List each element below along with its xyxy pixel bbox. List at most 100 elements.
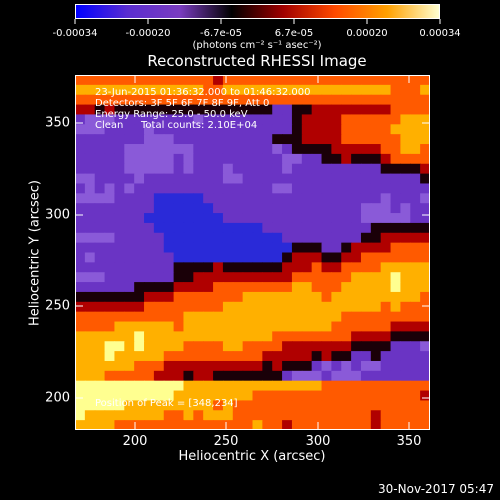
image-pixel xyxy=(193,114,204,125)
image-pixel xyxy=(262,94,273,106)
image-pixel xyxy=(380,321,392,332)
image-pixel xyxy=(104,252,116,263)
image-pixel xyxy=(272,410,283,421)
colorbar-unit-label: (photons cm⁻² s⁻¹ asec⁻²) xyxy=(192,40,322,51)
image-pixel xyxy=(134,114,145,125)
image-pixel xyxy=(134,183,145,194)
image-pixel xyxy=(222,282,234,293)
image-pixel xyxy=(341,351,352,362)
image-pixel xyxy=(321,213,332,224)
image-pixel xyxy=(410,242,421,254)
image-pixel xyxy=(360,410,372,421)
image-pixel xyxy=(144,173,155,185)
image-pixel xyxy=(213,183,224,194)
image-pixel xyxy=(321,222,332,234)
image-pixel xyxy=(301,193,313,204)
image-pixel xyxy=(390,262,402,273)
image-pixel xyxy=(153,222,165,234)
image-pixel xyxy=(301,252,313,263)
image-pixel xyxy=(114,390,125,402)
image-pixel xyxy=(331,104,342,116)
image-pixel xyxy=(134,104,145,116)
image-pixel xyxy=(282,420,293,430)
image-pixel xyxy=(94,153,106,165)
image-pixel xyxy=(321,173,332,185)
y-tick-label: 200 xyxy=(45,390,70,406)
image-pixel xyxy=(321,124,332,135)
image-pixel xyxy=(114,144,125,155)
image-pixel xyxy=(311,331,323,342)
image-pixel xyxy=(321,321,332,332)
image-pixel xyxy=(420,321,430,332)
image-pixel xyxy=(262,84,273,96)
image-pixel xyxy=(163,420,175,430)
image-pixel xyxy=(331,262,342,273)
image-pixel xyxy=(232,400,244,411)
image-pixel xyxy=(75,282,86,293)
image-pixel xyxy=(163,153,175,165)
image-pixel xyxy=(222,203,234,214)
image-pixel xyxy=(410,410,421,421)
image-pixel xyxy=(222,380,234,392)
image-pixel xyxy=(163,380,175,392)
image-pixel xyxy=(282,331,293,342)
image-pixel xyxy=(331,213,342,224)
image-pixel xyxy=(311,203,323,214)
image-pixel xyxy=(400,75,411,86)
image-pixel xyxy=(370,390,382,402)
annotation-energy-range: Energy Range: 25.0 - 50.0 keV xyxy=(95,109,248,120)
image-pixel xyxy=(114,291,125,303)
image-pixel xyxy=(114,360,125,372)
image-pixel xyxy=(193,351,204,362)
image-pixel xyxy=(410,262,421,273)
image-pixel xyxy=(360,193,372,204)
image-pixel xyxy=(262,163,273,175)
image-pixel xyxy=(400,291,411,303)
image-pixel xyxy=(370,84,382,96)
image-pixel xyxy=(370,144,382,155)
image-pixel xyxy=(153,94,165,106)
image-pixel xyxy=(311,380,323,392)
image-pixel xyxy=(420,203,430,214)
image-pixel xyxy=(390,400,402,411)
image-pixel xyxy=(390,311,402,323)
image-pixel xyxy=(370,163,382,175)
image-pixel xyxy=(213,173,224,185)
image-pixel xyxy=(410,183,421,194)
image-pixel xyxy=(144,163,155,175)
image-pixel xyxy=(203,390,214,402)
image-pixel xyxy=(203,124,214,135)
image-pixel xyxy=(203,193,214,204)
image-pixel xyxy=(291,173,303,185)
image-pixel xyxy=(390,153,402,165)
image-pixel xyxy=(124,390,135,402)
image-pixel xyxy=(351,420,362,430)
image-pixel xyxy=(400,104,411,116)
image-pixel xyxy=(321,94,332,106)
image-pixel xyxy=(262,203,273,214)
image-pixel xyxy=(331,232,342,244)
image-pixel xyxy=(163,144,175,155)
image-pixel xyxy=(311,134,323,145)
image-pixel xyxy=(301,351,313,362)
image-pixel xyxy=(124,153,135,165)
image-pixel xyxy=(410,193,421,204)
image-pixel xyxy=(183,84,194,96)
image-pixel xyxy=(301,301,313,313)
image-pixel xyxy=(94,134,106,145)
image-pixel xyxy=(390,163,402,175)
image-pixel xyxy=(262,390,273,402)
image-pixel xyxy=(252,213,263,224)
image-pixel xyxy=(410,252,421,263)
image-pixel xyxy=(390,232,402,244)
annotation-detectors: Detectors: 3F 5F 6F 7F 8F 9F, Att 0 xyxy=(95,98,270,109)
image-pixel xyxy=(272,213,283,224)
image-pixel xyxy=(282,242,293,254)
image-pixel xyxy=(390,331,402,342)
image-pixel xyxy=(252,410,263,421)
image-pixel xyxy=(262,410,273,421)
image-pixel xyxy=(351,341,362,352)
image-pixel xyxy=(380,420,392,430)
image-pixel xyxy=(134,301,145,313)
image-pixel xyxy=(321,252,332,263)
